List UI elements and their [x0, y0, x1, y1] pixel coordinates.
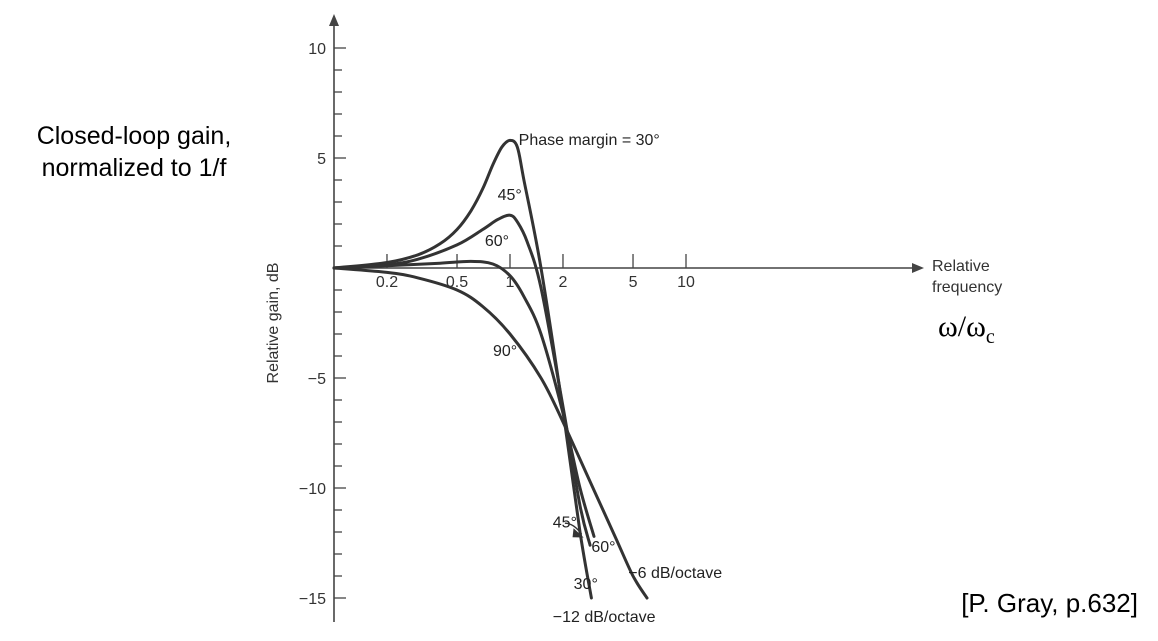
y-axis-label: Relative gain, dB — [265, 263, 282, 384]
curve-series-3 — [332, 266, 649, 600]
curve-annotation: 30° — [574, 576, 598, 593]
y-tick-label: 10 — [308, 41, 326, 58]
x-axis-label-line: Relative — [932, 258, 990, 275]
curve-annotation: Phase margin = 30° — [519, 132, 660, 149]
x-tick-label: 10 — [677, 274, 695, 291]
curves — [332, 138, 649, 600]
annotation-pointer-arrowhead — [572, 528, 584, 538]
y-tick-label: −15 — [299, 591, 326, 608]
heading-line-2: normalized to 1/f — [41, 154, 227, 182]
labels: Relative frequency Relative gain, dB Phase … — [265, 132, 1002, 626]
heading-line-1: Closed-loop gain, — [36, 122, 232, 150]
x-tick-label: 5 — [629, 274, 638, 291]
x-tick-label: 1 — [506, 274, 515, 291]
y-tick-label: −10 — [299, 481, 326, 498]
x-variable-label: ω/ωc — [938, 310, 995, 349]
curve-annotation: −6 dB/octave — [628, 565, 722, 582]
curve-annotation: −12 dB/octave — [553, 609, 656, 626]
x-axis-label: Relative frequency — [932, 258, 1002, 296]
curve-annotation: 60° — [591, 539, 615, 556]
x-variable-subscript: c — [985, 326, 995, 348]
curve-annotation: 45° — [498, 187, 522, 204]
curve-annotation: 90° — [493, 343, 517, 360]
x-tick-label: 2 — [559, 274, 568, 291]
annotation-pointer-arrow — [564, 522, 583, 535]
x-variable-main: ω/ω — [938, 310, 986, 343]
curve-series-2 — [332, 259, 596, 538]
y-tick-label: 5 — [317, 151, 326, 168]
y-axis-arrowhead — [329, 14, 339, 26]
chart-heading: Closed-loop gain, normalized to 1/f — [0, 120, 268, 184]
x-axis-arrowhead — [912, 263, 924, 273]
curve-series-1 — [332, 213, 592, 547]
x-tick-label: 0.2 — [376, 274, 398, 291]
citation: [P. Gray, p.632] — [961, 588, 1138, 618]
x-axis-label-line: frequency — [932, 279, 1002, 296]
curve-annotation: 60° — [485, 233, 509, 250]
y-tick-label: −5 — [308, 371, 326, 388]
